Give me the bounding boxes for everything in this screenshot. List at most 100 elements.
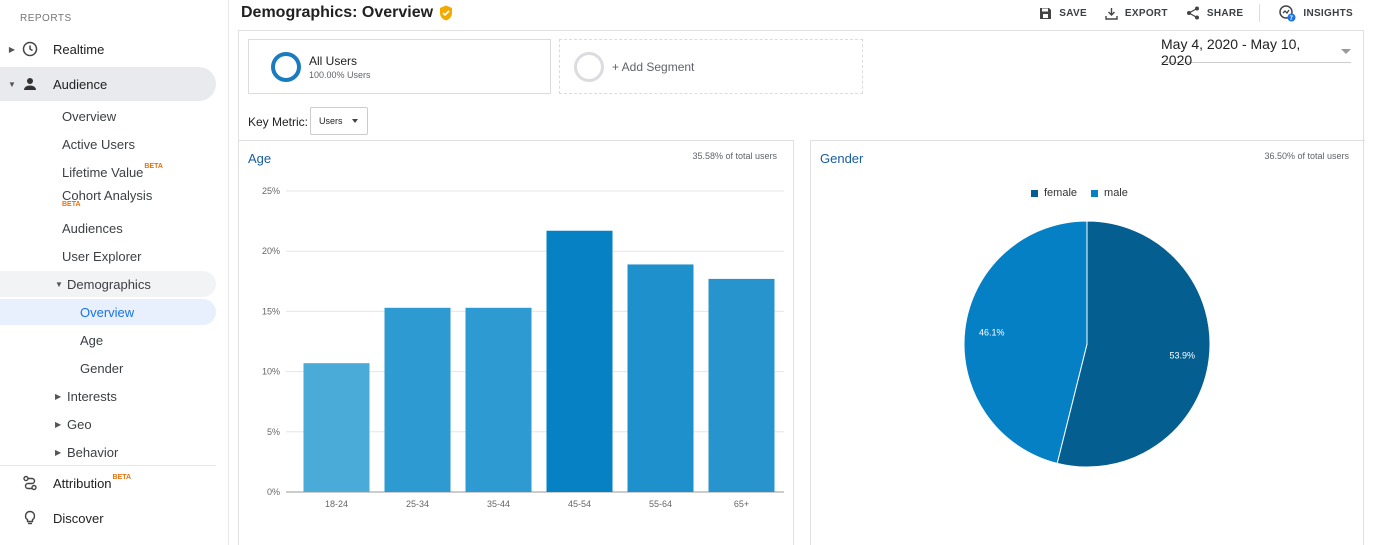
sidebar-item-label: Lifetime Value	[62, 164, 144, 180]
sidebar-item-label: Attribution	[53, 475, 112, 491]
pie-slice-female[interactable]	[1056, 220, 1211, 468]
sidebar-item-interests[interactable]: ▶ Interests	[0, 383, 216, 409]
bar-25-34[interactable]	[384, 307, 451, 492]
date-range-picker[interactable]: May 4, 2020 - May 10, 2020	[1161, 36, 1351, 68]
sidebar-item-realtime[interactable]: ▶ Realtime	[0, 32, 216, 66]
gender-chart-title[interactable]: Gender	[820, 151, 864, 166]
y-tick-label: 25%	[262, 186, 280, 196]
sidebar-item-age[interactable]: Age	[0, 327, 216, 353]
sidebar-item-label: Active Users	[62, 136, 135, 152]
x-tick-label: 35-44	[487, 499, 510, 509]
y-tick-label: 10%	[262, 367, 280, 377]
export-button[interactable]: EXPORT	[1105, 7, 1168, 20]
export-label: EXPORT	[1124, 7, 1168, 19]
segment-name: All Users	[309, 53, 358, 68]
insights-label: INSIGHTS	[1303, 7, 1353, 19]
caret-down-icon: ▼	[55, 279, 63, 289]
key-metric-label: Key Metric:	[248, 115, 309, 129]
sidebar-item-label: Gender	[80, 360, 124, 376]
x-tick-label: 18-24	[325, 499, 348, 509]
sidebar-item-audience[interactable]: ▼ Audience	[0, 67, 216, 101]
legend-item-male: male	[1091, 187, 1128, 199]
page-title: Demographics: Overview	[241, 4, 453, 22]
age-chart-title[interactable]: Age	[248, 151, 272, 166]
sidebar-item-cohort-analysis[interactable]: Cohort Analysis	[0, 182, 216, 208]
sidebar-item-demographics-overview[interactable]: Overview	[0, 299, 216, 325]
pie-value-label: 46.1%	[979, 327, 1005, 337]
y-tick-label: 5%	[267, 427, 280, 437]
age-pct-of-total: 35.58% of total users	[692, 151, 777, 161]
person-icon	[21, 75, 39, 93]
date-range-text: May 4, 2020 - May 10, 2020	[1161, 35, 1301, 68]
sidebar-item-label: Overview	[62, 108, 117, 124]
reports-section-label: REPORTS	[20, 13, 72, 24]
sidebar-item-geo[interactable]: ▶ Geo	[0, 411, 216, 437]
page-title-text: Demographics: Overview	[241, 4, 434, 21]
lightbulb-icon	[21, 509, 39, 527]
sidebar-item-gender[interactable]: Gender	[0, 355, 216, 381]
gender-pie-chart: 53.9% 46.1%	[963, 220, 1211, 468]
sidebar-item-label: Cohort Analysis	[62, 187, 153, 203]
sidebar-item-user-explorer[interactable]: User Explorer	[0, 243, 216, 269]
sidebar-item-label: Overview	[80, 304, 135, 320]
segment-ring-icon	[271, 51, 301, 82]
gender-pct-of-total: 36.50% of total users	[1264, 151, 1349, 161]
segment-percentage: 100.00% Users	[309, 69, 371, 80]
x-tick-label: 55-64	[649, 499, 672, 509]
legend-swatch	[1091, 189, 1099, 197]
add-segment-label: + Add Segment	[612, 59, 695, 74]
pie-value-label: 53.9%	[1169, 351, 1195, 361]
bar-18-24[interactable]	[303, 363, 370, 492]
sidebar-item-lifetime-value[interactable]: Lifetime Value BETA	[0, 159, 216, 185]
sidebar-item-audience-overview[interactable]: Overview	[0, 103, 216, 129]
sidebar-item-demographics[interactable]: ▼ Demographics	[0, 271, 216, 297]
toolbar: SAVE EXPORT SHARE 7 INSIGHTS	[1021, 4, 1353, 22]
legend-label: male	[1104, 187, 1128, 199]
bar-45-54[interactable]	[546, 230, 613, 492]
insights-button[interactable]: 7 INSIGHTS	[1278, 4, 1353, 22]
legend-item-female: female	[1031, 187, 1077, 199]
save-icon	[1040, 7, 1052, 19]
gender-legend: female male	[1031, 187, 1142, 199]
sidebar-item-behavior[interactable]: ▶ Behavior	[0, 439, 216, 465]
bar-35-44[interactable]	[465, 307, 532, 492]
key-metric-select[interactable]: Users	[310, 107, 368, 135]
segment-text: All Users 100.00% Users	[309, 54, 371, 80]
sidebar-item-label: Audiences	[62, 220, 123, 236]
dropdown-arrow-icon	[351, 119, 358, 123]
sidebar-item-discover[interactable]: Discover	[0, 501, 216, 535]
sidebar-item-active-users[interactable]: Active Users	[0, 131, 216, 157]
sidebar-item-label: Age	[80, 332, 104, 348]
sidebar-item-audiences[interactable]: Audiences	[0, 215, 216, 241]
beta-badge: BETA	[144, 162, 163, 170]
sidebar-item-label: Interests	[67, 388, 117, 404]
export-icon	[1105, 7, 1118, 20]
dropdown-arrow-icon	[1341, 49, 1351, 54]
verified-badge-icon	[439, 5, 453, 21]
empty-ring-icon	[574, 51, 604, 82]
pie-slice-male[interactable]	[963, 220, 1088, 464]
sidebar-item-attribution[interactable]: Attribution BETA	[0, 466, 216, 500]
key-metric-value: Users	[319, 116, 343, 126]
insights-icon: 7	[1279, 5, 1296, 22]
beta-badge: BETA	[112, 473, 132, 481]
attribution-icon	[21, 474, 39, 492]
legend-label: female	[1044, 187, 1078, 199]
bar-65+[interactable]	[708, 278, 775, 492]
save-button[interactable]: SAVE	[1039, 7, 1087, 20]
segment-all-users[interactable]: All Users 100.00% Users	[248, 39, 551, 94]
sidebar-item-label: User Explorer	[62, 248, 142, 264]
legend-swatch	[1031, 189, 1038, 197]
x-tick-label: 45-54	[568, 499, 591, 509]
x-tick-label: 65+	[734, 499, 749, 509]
caret-down-icon: ▼	[8, 79, 16, 89]
toolbar-divider	[1259, 4, 1261, 22]
share-button[interactable]: SHARE	[1186, 6, 1244, 20]
sidebar-item-label: Realtime	[53, 41, 105, 57]
y-tick-label: 15%	[262, 306, 280, 316]
add-segment-button[interactable]: + Add Segment	[559, 39, 863, 94]
report-content: All Users 100.00% Users + Add Segment Ma…	[238, 30, 1365, 545]
sidebar-item-label: Behavior	[67, 444, 119, 460]
y-tick-label: 20%	[262, 246, 280, 256]
bar-55-64[interactable]	[627, 264, 694, 492]
